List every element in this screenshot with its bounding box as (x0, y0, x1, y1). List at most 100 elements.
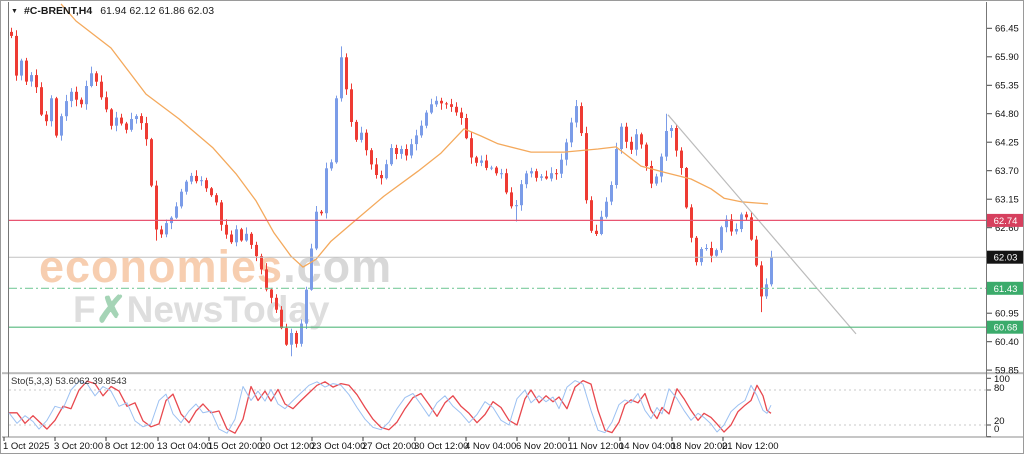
price-tick-label: 60.40 (995, 337, 1019, 348)
candle-body (235, 229, 238, 243)
candle-body (625, 126, 628, 142)
candle-body (485, 160, 488, 168)
candle-body (240, 229, 243, 241)
candle-body (400, 149, 403, 154)
candle-body (320, 211, 323, 214)
candle-body (510, 192, 513, 207)
candle-body (455, 106, 458, 113)
candle-body (10, 31, 13, 36)
candle-body (155, 185, 158, 230)
time-tick-label: 8 Oct 12:00 (105, 441, 154, 452)
candle-body (540, 176, 543, 178)
price-tick-label: 60.95 (995, 308, 1019, 319)
candle-body (380, 175, 383, 179)
watermark-brand-name: economies (39, 241, 283, 292)
candle-body (25, 60, 28, 82)
candle-body (445, 103, 448, 105)
candle-body (675, 128, 678, 151)
candle-body (720, 227, 723, 251)
candle-body (385, 164, 388, 179)
price-badge-60.68 (987, 320, 1023, 334)
candle-body (375, 164, 378, 175)
candle-body (550, 173, 553, 179)
ohlc-values: 61.94 62.12 61.86 62.03 (100, 5, 215, 17)
candle-body (345, 57, 348, 90)
candle-body (165, 223, 168, 235)
candle-body (125, 123, 128, 130)
time-tick-label: 1 Oct 2025 (3, 441, 49, 452)
candle-body (580, 106, 583, 134)
candle-body (590, 200, 593, 231)
candle-body (605, 201, 608, 217)
time-tick-label: 13 Oct 04:00 (157, 441, 211, 452)
candle-body (110, 109, 113, 126)
watermark-brand-suffix: .com (283, 241, 392, 292)
candle-body (50, 98, 53, 122)
candle-body (145, 123, 148, 140)
stochastic-scale-label: 80 (994, 383, 1005, 394)
symbol-period-label: #C-BRENT,H4 (23, 5, 93, 17)
time-tick-label: 27 Oct 20:00 (362, 441, 416, 452)
trendline[interactable] (667, 114, 857, 335)
price-tick-label: 63.70 (995, 166, 1019, 177)
time-tick-label: 23 Oct 04:00 (311, 441, 365, 452)
candle-body (305, 289, 308, 324)
stochastic-signal-line (9, 379, 772, 434)
price-tick-label: 59.85 (995, 365, 1019, 376)
time-tick-label: 3 Oct 20:00 (54, 441, 103, 452)
candle-body (35, 75, 38, 88)
candle-body (295, 333, 298, 344)
candle-body (285, 328, 288, 345)
candle-body (100, 81, 103, 98)
candle-body (630, 141, 633, 150)
candle-body (595, 230, 598, 234)
moving-average-line (60, 3, 769, 268)
candle-body (215, 195, 218, 203)
price-tick-label: 62.60 (995, 223, 1019, 234)
candle-body (470, 138, 473, 158)
candle-body (600, 216, 603, 234)
candle-body (350, 89, 353, 122)
candle-body (45, 114, 48, 122)
price-badge-label: 62.74 (994, 216, 1018, 227)
candle-body (300, 323, 303, 344)
candle-body (480, 160, 483, 163)
candle-body (195, 175, 198, 182)
candle-body (420, 125, 423, 136)
stochastic-scale-label: 20 (994, 416, 1005, 427)
candle-body (490, 167, 493, 169)
candle-body (60, 116, 63, 136)
candle-body (640, 134, 643, 145)
price-badge-62.74 (987, 213, 1023, 227)
stochastic-signal-value: 39.8543 (92, 376, 127, 387)
candle-body (55, 98, 58, 136)
candle-body (340, 57, 343, 99)
watermark-brand: economies.com (39, 244, 392, 289)
candle-body (65, 101, 68, 117)
time-tick-label: 6 Nov 20:00 (516, 441, 567, 452)
candle-body (250, 233, 253, 245)
chart-menu-dropdown-icon[interactable]: ▼ (11, 8, 18, 15)
candle-body (525, 173, 528, 185)
watermark-tagline-rest: NewsToday (127, 289, 330, 330)
candle-body (610, 185, 613, 202)
candle-body (80, 99, 83, 105)
candle-body (460, 112, 463, 118)
candle-body (415, 135, 418, 145)
candle-body (220, 202, 223, 225)
candle-body (130, 119, 133, 130)
price-badge-label: 61.43 (994, 284, 1018, 295)
candle-body (555, 173, 558, 175)
candle-body (695, 237, 698, 263)
stochastic-indicator-label: Sto(5,3,3) 53.6062 39.8543 (11, 376, 127, 387)
candle-body (330, 162, 333, 169)
candle-body (365, 132, 368, 151)
candle-body (500, 173, 503, 175)
candle-body (265, 269, 268, 290)
candle-body (495, 167, 498, 174)
time-tick-label: 21 Nov 12:00 (722, 441, 779, 452)
time-tick-label: 4 Nov 04:00 (465, 441, 516, 452)
chart-title: ▼ #C-BRENT,H4 61.94 62.12 61.86 62.03 (11, 5, 214, 17)
candle-body (185, 181, 188, 192)
